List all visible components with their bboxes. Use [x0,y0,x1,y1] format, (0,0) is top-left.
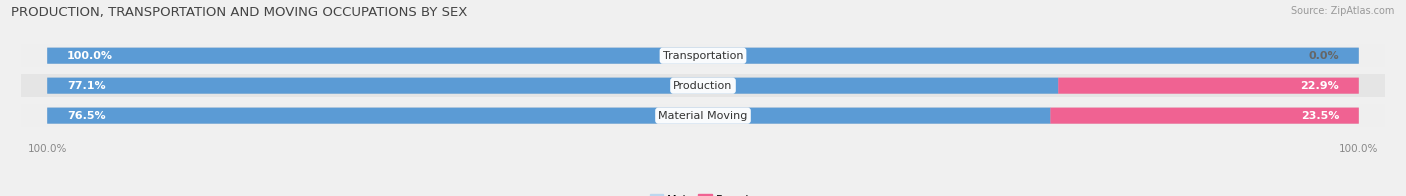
Text: 76.5%: 76.5% [67,111,105,121]
Text: 100.0%: 100.0% [67,51,112,61]
Text: 0.0%: 0.0% [1309,51,1339,61]
Text: 22.9%: 22.9% [1301,81,1339,91]
FancyBboxPatch shape [21,44,1385,67]
FancyBboxPatch shape [48,108,1358,124]
FancyBboxPatch shape [48,78,1358,94]
Text: Source: ZipAtlas.com: Source: ZipAtlas.com [1291,6,1395,16]
FancyBboxPatch shape [48,78,1059,94]
Text: 23.5%: 23.5% [1301,111,1339,121]
FancyBboxPatch shape [21,74,1385,97]
Text: Transportation: Transportation [662,51,744,61]
Text: 77.1%: 77.1% [67,81,105,91]
FancyBboxPatch shape [21,104,1385,127]
Legend: Male, Female: Male, Female [645,190,761,196]
FancyBboxPatch shape [1059,78,1358,94]
FancyBboxPatch shape [1050,108,1358,124]
FancyBboxPatch shape [48,48,1358,64]
Text: Material Moving: Material Moving [658,111,748,121]
Text: PRODUCTION, TRANSPORTATION AND MOVING OCCUPATIONS BY SEX: PRODUCTION, TRANSPORTATION AND MOVING OC… [11,6,468,19]
FancyBboxPatch shape [48,48,1358,64]
FancyBboxPatch shape [48,108,1050,124]
Text: Production: Production [673,81,733,91]
